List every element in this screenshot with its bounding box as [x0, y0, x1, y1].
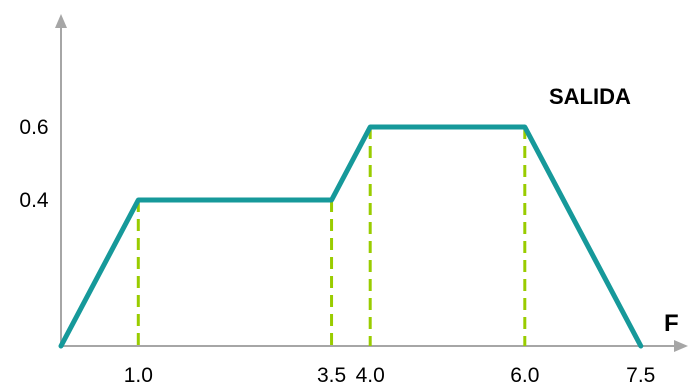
series: [58, 124, 644, 349]
tick-labels: 1.03.54.06.07.50.40.61: [19, 116, 655, 383]
x-tick-label-2: 4.0: [356, 364, 385, 383]
x-axis-arrow: [674, 340, 688, 352]
guide-lines: [136, 127, 527, 346]
x-tick-label-4: 7.5: [626, 364, 655, 383]
y-tick-label-0: 0.4: [19, 189, 49, 212]
x-axis-label: F: [664, 310, 679, 337]
y-axis-arrow: [55, 14, 67, 28]
y-tick-label-1: 0.6: [19, 116, 48, 139]
x-tick-label-0: 1.0: [124, 364, 153, 383]
chart-title: SALIDA: [549, 84, 631, 109]
x-tick-label-3: 6.0: [510, 364, 539, 383]
x-tick-label-1: 3.5: [317, 364, 346, 383]
axes: [55, 14, 688, 352]
series-line-0: [58, 124, 644, 349]
